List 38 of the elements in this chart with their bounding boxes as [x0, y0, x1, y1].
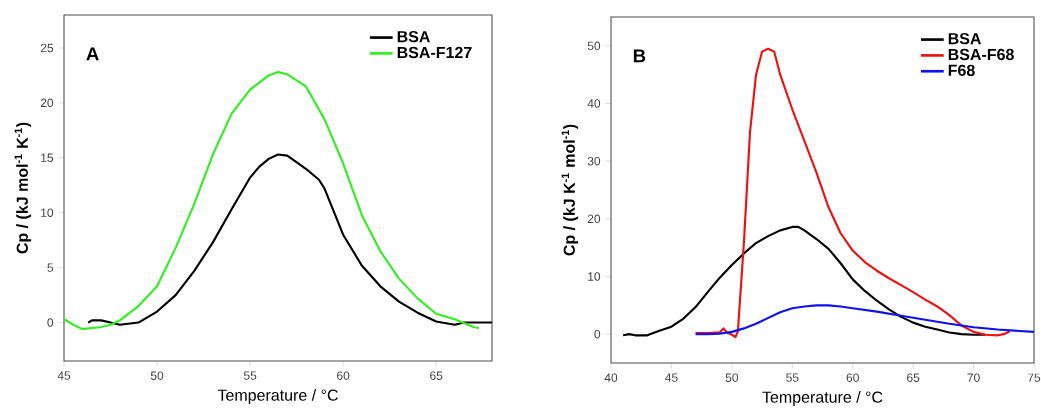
legend-label: BSA: [397, 30, 430, 43]
x-tick-label: 55: [786, 373, 799, 382]
x-tick-label: 65: [907, 373, 920, 382]
x-axis-title: Temperature / °C: [217, 389, 338, 404]
y-tick-label: 0: [594, 329, 601, 339]
x-tick-label: 50: [150, 371, 164, 380]
y-tick-label: 30: [587, 156, 601, 166]
annotation: B: [633, 49, 646, 63]
y-axis-title: Cp / (kJ mol$^{-1}$ K$^{-1}$): [14, 122, 32, 254]
x-tick-label: 55: [243, 371, 257, 380]
annotation: A: [86, 47, 99, 61]
y-tick-label: 50: [587, 41, 601, 51]
y-tick-label: 20: [40, 98, 54, 108]
x-tick-label: 40: [604, 373, 618, 382]
x-tick-label: 65: [430, 371, 443, 380]
x-tick-label: 75: [1027, 373, 1041, 382]
x-tick-label: 45: [665, 373, 678, 382]
x-axis-title: Temperature / °C: [762, 391, 883, 406]
x-tick-label: 60: [846, 373, 859, 382]
y-axis-title: Cp / (kJ K$^{-1}$ mol$^{-1}$): [561, 124, 579, 256]
y-tick-label: 10: [41, 208, 54, 217]
legend-label: BSA: [948, 32, 982, 45]
legend-label: BSA-F68: [948, 48, 1014, 61]
y-tick-label: 25: [40, 43, 54, 53]
x-tick-label: 50: [725, 373, 739, 382]
line-series: [87, 153, 494, 326]
y-tick-label: 20: [587, 214, 601, 224]
y-tick-label: 15: [41, 153, 54, 162]
x-tick-label: 70: [967, 373, 980, 382]
legend-label: BSA-F127: [397, 46, 472, 59]
x-tick-label: 60: [337, 371, 350, 380]
y-tick-label: 40: [587, 99, 601, 108]
x-tick-label: 45: [57, 371, 71, 380]
legend-label: F68: [948, 64, 975, 76]
line-series: [622, 225, 987, 337]
y-tick-label: 10: [588, 272, 601, 281]
y-tick-label: 0: [47, 318, 54, 327]
y-tick-label: 5: [47, 263, 54, 272]
